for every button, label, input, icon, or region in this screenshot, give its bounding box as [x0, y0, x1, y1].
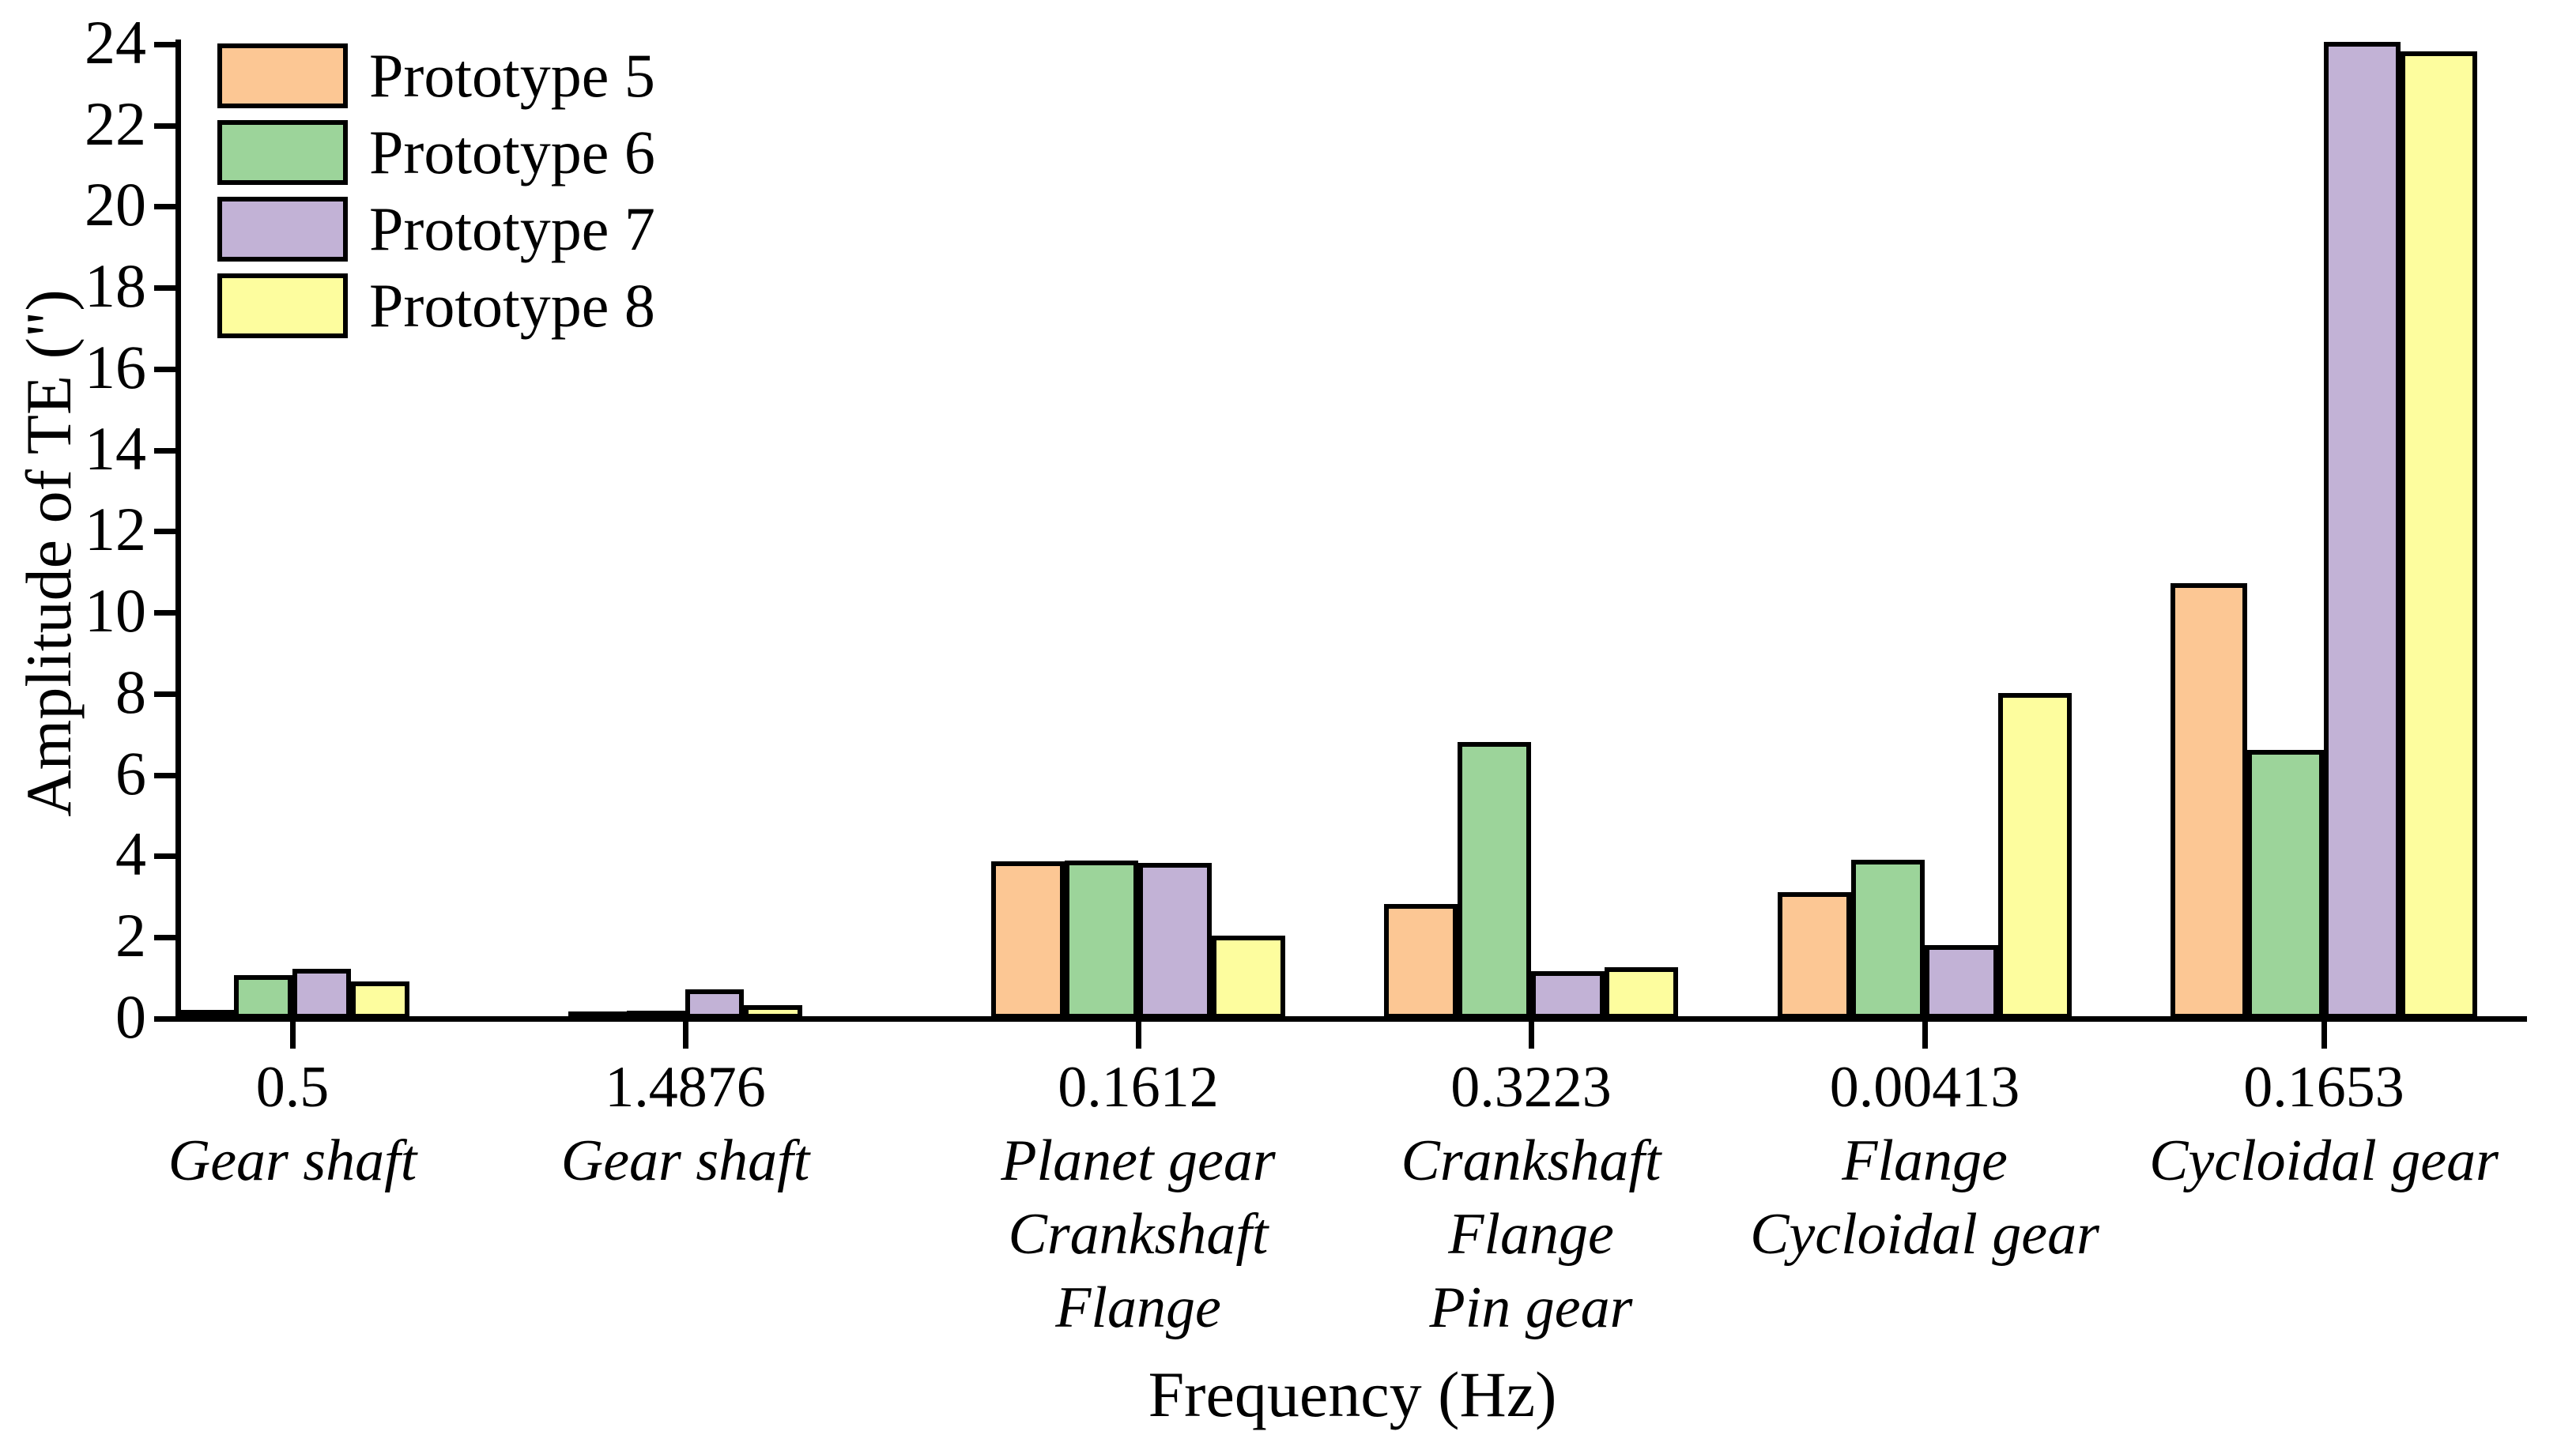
x-tick-frequency: 0.1612 [1058, 1055, 1219, 1120]
bar-prototype8-group4 [1605, 967, 1678, 1019]
y-tick-2 [154, 935, 181, 940]
bar-prototype7-group5 [1925, 945, 1998, 1019]
y-tick-label-4: 4 [115, 819, 146, 888]
legend-swatch [217, 273, 348, 338]
bar-prototype5-group3 [991, 861, 1065, 1019]
x-group-label-4: 0.3223 Crankshaft Flange Pin gear [1278, 1051, 1784, 1345]
bar-prototype6-group5 [1851, 860, 1925, 1019]
x-group-label-3: 0.1612 Planet gear Crankshaft Flange [885, 1051, 1391, 1345]
bar-prototype5-group5 [1778, 892, 1851, 1019]
y-tick-label-14: 14 [85, 413, 146, 483]
x-group-label-5: 0.00413 Flange Cycloidal gear [1672, 1051, 2178, 1271]
y-tick-8 [154, 691, 181, 697]
x-tick-component: Cycloidal gear [2149, 1128, 2499, 1193]
y-tick-22 [154, 123, 181, 129]
x-tick-component: Gear shaft [168, 1128, 417, 1193]
bar-prototype7-group1 [292, 969, 351, 1019]
x-group-label-6: 0.1653 Cycloidal gear [2071, 1051, 2576, 1198]
y-tick-label-0: 0 [115, 981, 146, 1051]
x-tick-component: Cycloidal gear [1750, 1202, 2099, 1267]
x-tick-component: Crankshaft [1401, 1128, 1661, 1193]
y-tick-4 [154, 853, 181, 859]
legend-swatch [217, 120, 348, 185]
legend-label: Prototype 8 [369, 271, 655, 340]
x-tick-group4 [1529, 1016, 1534, 1049]
bar-prototype5-group4 [1384, 904, 1458, 1019]
y-tick-24 [154, 42, 181, 47]
x-axis-title: Frequency (Hz) [1148, 1358, 1557, 1430]
y-tick-18 [154, 285, 181, 291]
x-tick-group3 [1136, 1016, 1141, 1049]
legend-label: Prototype 7 [369, 194, 655, 263]
legend-swatch [217, 197, 348, 262]
legend-label: Prototype 5 [369, 41, 655, 110]
bar-prototype6-group1 [234, 975, 292, 1019]
bar-prototype8-group1 [351, 981, 409, 1019]
bar-prototype7-group6 [2324, 42, 2401, 1019]
bar-prototype7-group2 [685, 989, 744, 1019]
y-tick-label-6: 6 [115, 738, 146, 808]
x-tick-frequency: 1.4876 [605, 1055, 766, 1120]
y-tick-16 [154, 367, 181, 372]
x-tick-component: Gear shaft [560, 1128, 810, 1193]
x-tick-group5 [1922, 1016, 1928, 1049]
x-tick-group6 [2321, 1016, 2327, 1049]
y-tick-14 [154, 448, 181, 454]
y-tick-0 [154, 1016, 181, 1022]
bar-prototype6-group3 [1065, 861, 1138, 1019]
x-tick-group1 [290, 1016, 296, 1049]
bar-prototype6-group6 [2247, 750, 2324, 1019]
y-tick-10 [154, 610, 181, 616]
bar-prototype7-group3 [1138, 863, 1212, 1019]
bar-prototype8-group3 [1212, 936, 1285, 1019]
x-tick-frequency: 0.5 [255, 1055, 330, 1120]
x-group-label-1: 0.5 Gear shaft [40, 1051, 545, 1198]
bar-prototype5-group6 [2171, 583, 2247, 1019]
x-tick-group2 [683, 1016, 688, 1049]
y-tick-label-24: 24 [85, 7, 146, 77]
y-tick-label-18: 18 [85, 250, 146, 320]
y-tick-6 [154, 773, 181, 778]
legend-swatch [217, 43, 348, 108]
y-tick-label-22: 22 [85, 89, 146, 158]
bar-prototype6-group4 [1458, 742, 1531, 1019]
y-tick-label-2: 2 [115, 900, 146, 970]
y-tick-label-20: 20 [85, 169, 146, 239]
bar-prototype8-group5 [1998, 693, 2072, 1019]
x-tick-component: Planet gear [1001, 1128, 1276, 1193]
x-tick-component: Flange [1842, 1128, 2008, 1193]
y-tick-12 [154, 529, 181, 534]
bar-prototype8-group6 [2401, 51, 2477, 1019]
y-tick-label-12: 12 [85, 494, 146, 563]
x-group-label-2: 1.4876 Gear shaft [432, 1051, 938, 1198]
y-tick-20 [154, 204, 181, 209]
y-tick-label-10: 10 [85, 575, 146, 645]
legend-label: Prototype 6 [369, 118, 655, 186]
x-tick-frequency: 0.3223 [1450, 1055, 1612, 1120]
x-tick-frequency: 0.1653 [2243, 1055, 2404, 1120]
x-tick-component: Pin gear [1429, 1275, 1633, 1340]
x-tick-component: Crankshaft [1008, 1202, 1269, 1267]
x-tick-component: Flange [1055, 1275, 1221, 1340]
x-tick-frequency: 0.00413 [1829, 1055, 2020, 1120]
y-tick-label-16: 16 [85, 332, 146, 401]
x-tick-component: Flange [1448, 1202, 1614, 1267]
bar-prototype7-group4 [1531, 971, 1605, 1019]
x-axis-line [175, 1016, 2527, 1022]
y-tick-label-8: 8 [115, 657, 146, 726]
